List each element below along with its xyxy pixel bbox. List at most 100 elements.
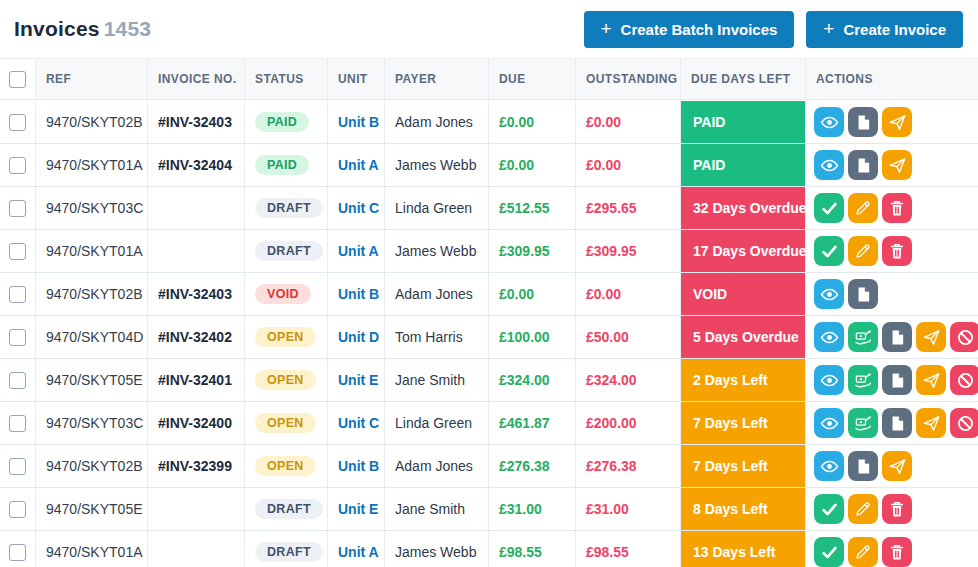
document-icon (889, 415, 906, 432)
row-checkbox[interactable] (9, 415, 26, 432)
view-action-button[interactable] (814, 365, 844, 395)
actions-cell (806, 144, 978, 187)
due-days-left-cell: 7 Days Left (681, 402, 806, 445)
payment-action-button[interactable] (848, 365, 878, 395)
row-checkbox[interactable] (9, 200, 26, 217)
edit-action-button[interactable] (848, 236, 878, 266)
approve-action-button[interactable] (814, 236, 844, 266)
unit-link[interactable]: Unit A (338, 243, 379, 259)
delete-action-button[interactable] (882, 537, 912, 567)
due-days-left-cell: 13 Days Left (681, 531, 806, 567)
edit-action-button[interactable] (848, 193, 878, 223)
edit-action-button[interactable] (848, 537, 878, 567)
select-all-checkbox[interactable] (9, 71, 26, 88)
check-icon (820, 543, 839, 562)
actions-cell (806, 488, 978, 531)
unit-cell: Unit A (328, 144, 385, 187)
send-action-button[interactable] (882, 150, 912, 180)
unit-link[interactable]: Unit C (338, 415, 379, 431)
document-action-button[interactable] (848, 279, 878, 309)
unit-link[interactable]: Unit B (338, 458, 379, 474)
receive-payment-icon (854, 328, 873, 347)
row-checkbox[interactable] (9, 243, 26, 260)
send-action-button[interactable] (882, 107, 912, 137)
send-action-button[interactable] (916, 322, 946, 352)
due-days-left-cell: PAID (681, 144, 806, 187)
actions-cell (806, 402, 978, 445)
view-action-button[interactable] (814, 150, 844, 180)
column-header-outstanding: OUTSTANDING (576, 58, 681, 100)
unit-link[interactable]: Unit A (338, 157, 379, 173)
column-header-invoice-no: INVOICE NO. (148, 58, 245, 100)
approve-action-button[interactable] (814, 193, 844, 223)
due-days-left-cell: VOID (681, 273, 806, 316)
ref-cell: 9470/SKYT04D (36, 316, 148, 359)
document-action-button[interactable] (882, 408, 912, 438)
document-action-button[interactable] (848, 451, 878, 481)
payment-action-button[interactable] (848, 408, 878, 438)
row-checkbox[interactable] (9, 329, 26, 346)
row-select-cell (0, 531, 36, 567)
row-checkbox[interactable] (9, 544, 26, 561)
delete-action-button[interactable] (882, 236, 912, 266)
delete-action-button[interactable] (882, 193, 912, 223)
document-action-button[interactable] (848, 107, 878, 137)
unit-link[interactable]: Unit B (338, 286, 379, 302)
unit-link[interactable]: Unit E (338, 501, 378, 517)
edit-action-button[interactable] (848, 494, 878, 524)
due-days-left-cell: 32 Days Overdue (681, 187, 806, 230)
row-checkbox[interactable] (9, 114, 26, 131)
document-action-button[interactable] (848, 150, 878, 180)
approve-action-button[interactable] (814, 537, 844, 567)
outstanding-amount-cell: £200.00 (576, 402, 681, 445)
void-action-button[interactable] (950, 408, 978, 438)
void-action-button[interactable] (950, 322, 978, 352)
payment-action-button[interactable] (848, 322, 878, 352)
row-checkbox[interactable] (9, 157, 26, 174)
send-action-button[interactable] (916, 365, 946, 395)
ref-cell: 9470/SKYT03C (36, 187, 148, 230)
unit-link[interactable]: Unit D (338, 329, 379, 345)
payer-cell: Linda Green (385, 187, 489, 230)
unit-link[interactable]: Unit A (338, 544, 379, 560)
unit-cell: Unit B (328, 101, 385, 144)
delete-action-button[interactable] (882, 494, 912, 524)
status-cell: PAID (245, 144, 328, 187)
document-action-button[interactable] (882, 365, 912, 395)
actions-cell (806, 101, 978, 144)
row-checkbox[interactable] (9, 501, 26, 518)
ref-cell: 9470/SKYT05E (36, 359, 148, 402)
document-icon (889, 329, 906, 346)
view-action-button[interactable] (814, 107, 844, 137)
send-action-button[interactable] (916, 408, 946, 438)
outstanding-amount-cell: £0.00 (576, 273, 681, 316)
approve-action-button[interactable] (814, 494, 844, 524)
invoice-no-cell (148, 531, 245, 567)
row-checkbox[interactable] (9, 372, 26, 389)
row-checkbox[interactable] (9, 286, 26, 303)
view-action-button[interactable] (814, 279, 844, 309)
eye-icon (820, 285, 839, 304)
outstanding-amount-cell: £31.00 (576, 488, 681, 531)
actions-cell (806, 445, 978, 488)
due-days-left-cell: 2 Days Left (681, 359, 806, 402)
due-amount-cell: £0.00 (489, 101, 576, 144)
receive-payment-icon (854, 414, 873, 433)
unit-link[interactable]: Unit E (338, 372, 378, 388)
due-amount-cell: £98.55 (489, 531, 576, 567)
unit-link[interactable]: Unit C (338, 200, 379, 216)
unit-link[interactable]: Unit B (338, 114, 379, 130)
create-invoice-button[interactable]: + Create Invoice (806, 11, 963, 48)
view-action-button[interactable] (814, 408, 844, 438)
void-action-button[interactable] (950, 365, 978, 395)
select-all-header-cell (0, 58, 36, 100)
paper-plane-icon (922, 328, 941, 347)
invoice-no-cell (148, 488, 245, 531)
view-action-button[interactable] (814, 322, 844, 352)
view-action-button[interactable] (814, 451, 844, 481)
send-action-button[interactable] (882, 451, 912, 481)
create-batch-invoices-button[interactable]: + Create Batch Invoices (584, 11, 795, 48)
row-checkbox[interactable] (9, 458, 26, 475)
document-action-button[interactable] (882, 322, 912, 352)
header-actions: + Create Batch Invoices + Create Invoice (584, 11, 964, 48)
